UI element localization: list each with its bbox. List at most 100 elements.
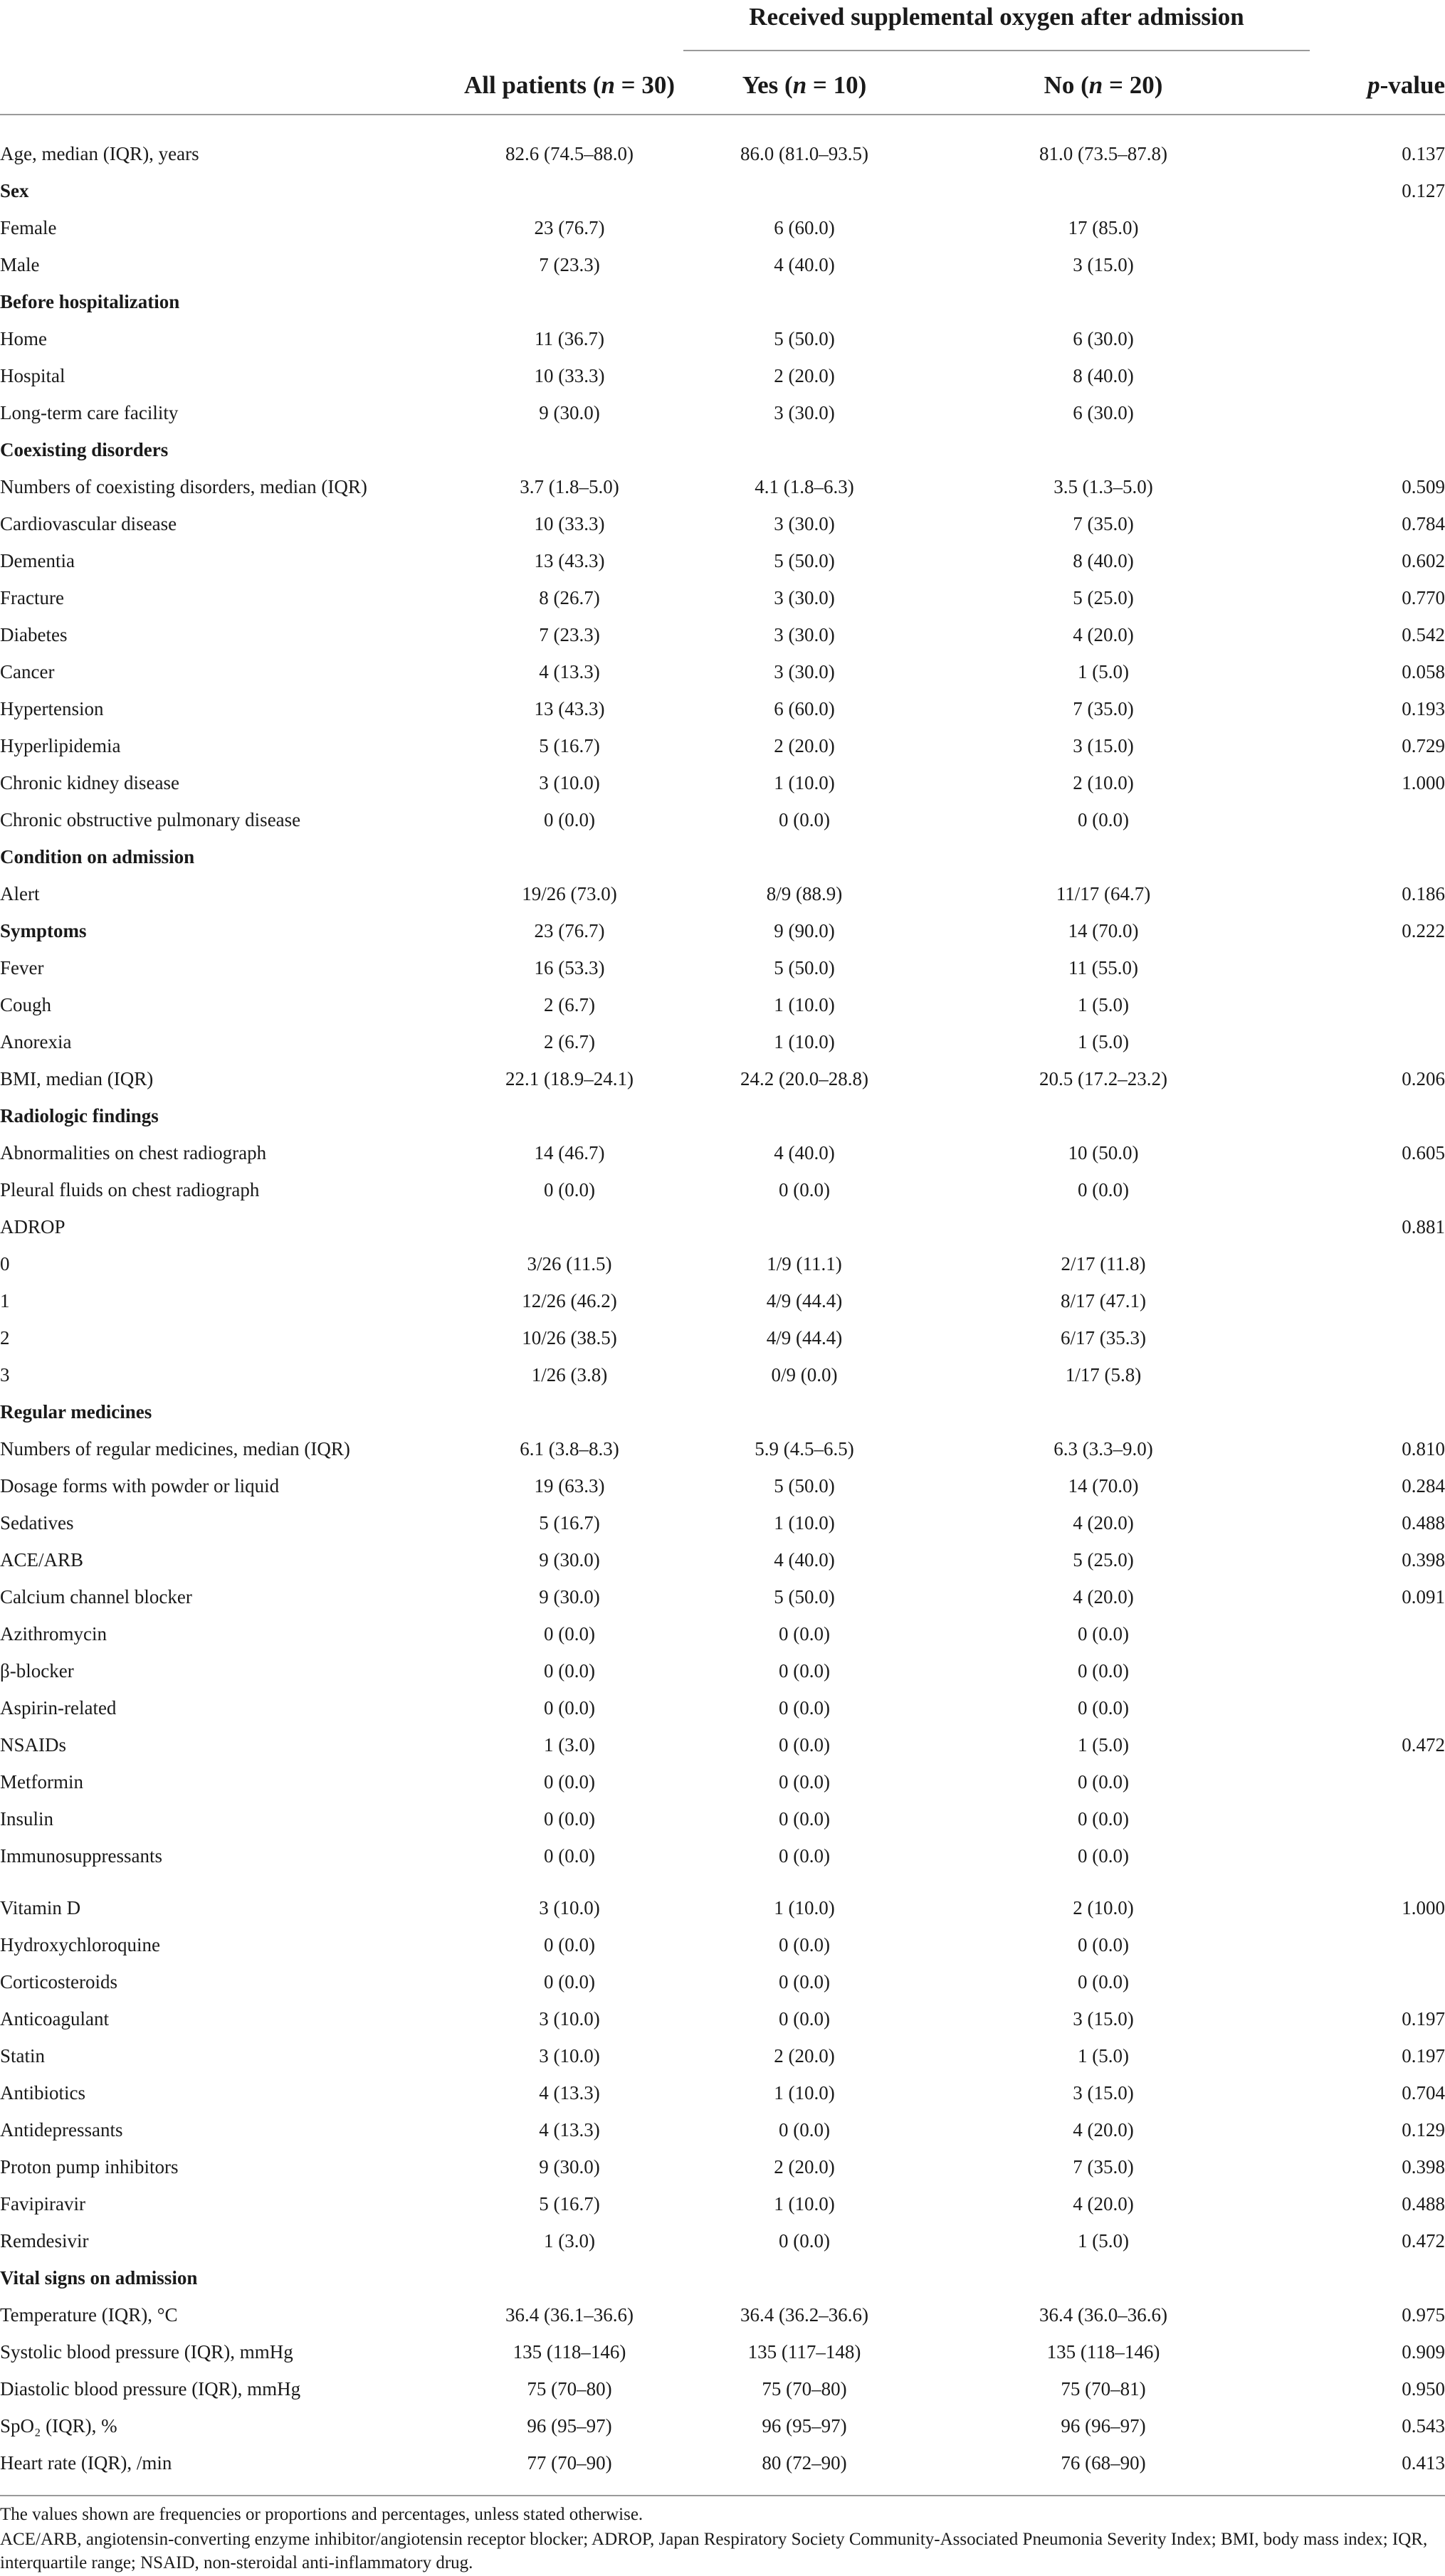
table-row: Aspirin-related 0 (0.0) 0 (0.0) 0 (0.0) [0,1689,1445,1726]
table-row: Anticoagulant 3 (10.0) 0 (0.0) 3 (15.0) 0.19… [0,2000,1445,2037]
row-label: Antidepressants [0,2119,123,2140]
table-row: Home 11 (36.7) 5 (50.0) 6 (30.0) [0,320,1445,357]
cell-all: 1/26 (3.8) [531,1364,608,1385]
row-label: Sex [0,180,29,201]
cell-yes: 6 (60.0) [774,217,835,238]
cell-no: 14 (70.0) [1068,1475,1139,1496]
cell-p-value: 0.542 [1402,624,1445,645]
cell-no: 0 (0.0) [1078,1660,1129,1682]
cell-no: 8 (40.0) [1073,550,1134,571]
cell-p-value: 0.197 [1402,2008,1445,2029]
cell-all: 19/26 (73.0) [522,883,617,904]
cell-yes: 5 (50.0) [774,1475,835,1496]
cell-yes: 5 (50.0) [774,1586,835,1608]
cell-no: 8/17 (47.1) [1061,1290,1146,1311]
table-row: Long-term care facility 9 (30.0) 3 (30.0) 6… [0,394,1445,431]
cell-p-value: 0.091 [1402,1586,1445,1608]
group-header: Received supplemental oxygen after admis… [749,3,1244,31]
row-label: Aspirin-related [0,1697,117,1719]
row-label: Diastolic blood pressure (IQR), mmHg [0,2378,301,2400]
cell-no: 0 (0.0) [1078,1697,1129,1719]
row-label: Calcium channel blocker [0,1586,192,1608]
row-label: Hyperlipidemia [0,735,121,756]
cell-no: 1 (5.0) [1078,994,1129,1015]
row-label: Numbers of coexisting disorders, median … [0,476,367,497]
cell-no: 2 (10.0) [1073,772,1134,793]
row-label: Remdesivir [0,2230,89,2252]
table-row: Diastolic blood pressure (IQR), mmHg 75 (… [0,2370,1445,2407]
cell-p-value: 0.975 [1402,2304,1445,2326]
cell-yes: 135 (117–148) [747,2341,861,2363]
cell-no: 0 (0.0) [1078,1623,1129,1645]
table-row: Numbers of coexisting disorders, median … [0,468,1445,505]
cell-yes: 0 (0.0) [779,1697,830,1719]
cell-p-value: 0.197 [1402,2045,1445,2066]
row-label: Age, median (IQR), years [0,143,199,164]
cell-p-value: 0.284 [1402,1475,1445,1496]
cell-no: 4 (20.0) [1073,2119,1134,2140]
cell-no: 76 (68–90) [1061,2452,1146,2474]
table-row: 2 10/26 (38.5) 4/9 (44.4) 6/17 (35.3) [0,1319,1445,1356]
cell-no: 1 (5.0) [1078,2045,1129,2066]
cell-no: 6/17 (35.3) [1061,1327,1146,1348]
cell-yes: 4 (40.0) [774,254,835,275]
cell-p-value: 0.770 [1402,587,1445,608]
row-label: Systolic blood pressure (IQR), mmHg [0,2341,293,2363]
table-row: Temperature (IQR), °C 36.4 (36.1–36.6) 36.… [0,2296,1445,2333]
cell-no: 0 (0.0) [1078,1808,1129,1830]
table-row: Systolic blood pressure (IQR), mmHg 135 (… [0,2333,1445,2370]
table-row: Alert 19/26 (73.0) 8/9 (88.9) 11/17 (64.7) 0… [0,875,1445,912]
row-label: Diabetes [0,624,68,645]
section-row: Regular medicines [0,1393,1445,1430]
table-row: Cancer 4 (13.3) 3 (30.0) 1 (5.0) 0.058 [0,653,1445,690]
cell-yes: 2 (20.0) [774,735,835,756]
table-row: Abnormalities on chest radiograph 14 (46.… [0,1134,1445,1171]
table-row: Fever 16 (53.3) 5 (50.0) 11 (55.0) [0,949,1445,986]
row-label: Fracture [0,587,64,608]
cell-no: 1 (5.0) [1078,661,1129,682]
group-header-rule [683,50,1310,51]
row-label: 2 [0,1327,10,1348]
cell-all: 4 (13.3) [539,661,600,682]
row-label: Symptoms [0,920,87,941]
row-label: Before hospitalization [0,291,180,312]
cell-all: 9 (30.0) [539,2156,600,2178]
table-row: Immunosuppressants 0 (0.0) 0 (0.0) 0 (0.0) [0,1837,1445,1874]
cell-p-value: 0.729 [1402,735,1445,756]
cell-p-value: 1.000 [1402,1897,1445,1918]
table-row: Pleural fluids on chest radiograph 0 (0.0… [0,1171,1445,1208]
cell-yes: 5 (50.0) [774,328,835,349]
cell-p-value: 0.543 [1402,2415,1445,2437]
section-row: Before hospitalization [0,283,1445,320]
table-row: Chronic kidney disease 3 (10.0) 1 (10.0) 2 … [0,764,1445,801]
cell-yes: 4.1 (1.8–6.3) [755,476,854,497]
cell-no: 1 (5.0) [1078,1734,1129,1756]
table-row: Anorexia 2 (6.7) 1 (10.0) 1 (5.0) [0,1023,1445,1060]
cell-all: 13 (43.3) [534,550,605,571]
table-row: Heart rate (IQR), /min 77 (70–90) 80 (72–9… [0,2444,1445,2481]
row-label: Dosage forms with powder or liquid [0,1475,280,1496]
cell-yes: 1 (10.0) [774,772,835,793]
cell-all: 11 (36.7) [535,328,604,349]
cell-yes: 80 (72–90) [762,2452,847,2474]
cell-all: 0 (0.0) [544,1808,595,1830]
cell-all: 3 (10.0) [539,1897,600,1918]
table-row: ACE/ARB 9 (30.0) 4 (40.0) 5 (25.0) 0.398 [0,1541,1445,1578]
row-label: Hypertension [0,698,104,719]
cell-no: 20.5 (17.2–23.2) [1039,1068,1167,1089]
cell-all: 0 (0.0) [544,1934,595,1955]
row-label: Favipiravir [0,2193,85,2215]
cell-all: 0 (0.0) [544,1771,595,1793]
cell-no: 4 (20.0) [1073,2193,1134,2215]
cell-no: 7 (35.0) [1073,513,1134,534]
cell-no: 1 (5.0) [1078,2230,1129,2252]
cell-p-value: 0.704 [1402,2082,1445,2103]
cell-all: 1 (3.0) [544,1734,595,1756]
cell-yes: 0 (0.0) [779,1734,830,1756]
table-row: Dementia 13 (43.3) 5 (50.0) 8 (40.0) 0.602 [0,542,1445,579]
cell-yes: 0 (0.0) [779,2008,830,2029]
table-row: Calcium channel blocker 9 (30.0) 5 (50.0) 4… [0,1578,1445,1615]
cell-all: 3 (10.0) [539,2045,600,2066]
row-label: Numbers of regular medicines, median (IQ… [0,1438,350,1459]
cell-yes: 36.4 (36.2–36.6) [740,2304,868,2326]
